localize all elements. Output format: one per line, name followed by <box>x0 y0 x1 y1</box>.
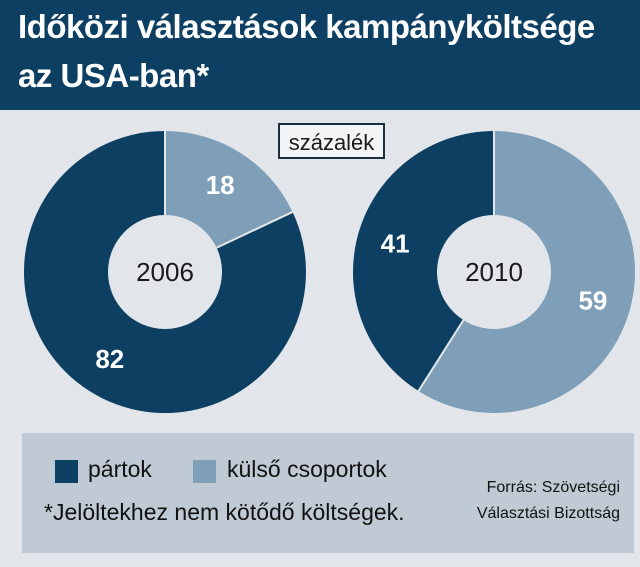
footnote: *Jelöltekhez nem kötődő költségek. <box>44 499 405 525</box>
legend-swatch-kulso-csoportok <box>193 460 216 483</box>
donut-2006-value-label-0: 82 <box>95 344 124 374</box>
chart-title-line-1: Időközi választások kampányköltsége <box>18 8 595 45</box>
donut-2010-year-label: 2010 <box>465 257 523 287</box>
legend-panel: pártok külső csoportok *Jelöltekhez nem … <box>22 433 634 553</box>
donut-2006-hole <box>108 215 222 329</box>
donut-2006-year-label: 2006 <box>136 257 194 287</box>
header-banner: Időközi választások kampányköltsége az U… <box>0 0 640 110</box>
donut-2010-value-label-0: 41 <box>381 228 410 258</box>
chart-title-line-2: az USA-ban* <box>18 57 209 94</box>
donut-charts: 2006 82 18 2010 41 59 <box>24 131 635 413</box>
donut-2010-separator-1 <box>417 319 465 392</box>
donut-2010-value-label-1: 59 <box>578 286 607 316</box>
unit-label: százalék <box>278 123 385 159</box>
legend-label-kulso-csoportok: külső csoportok <box>227 456 387 482</box>
donut-2006-value-label-1: 18 <box>206 170 235 200</box>
donut-2006-separator-1 <box>216 211 294 249</box>
legend-swatch-partok <box>55 460 78 483</box>
donut-2010-hole <box>437 215 551 329</box>
legend-label-partok: pártok <box>88 456 152 482</box>
source-line-1: Forrás: Szövetségi <box>486 479 620 496</box>
source-line-2: Választási Bizottság <box>476 505 620 522</box>
